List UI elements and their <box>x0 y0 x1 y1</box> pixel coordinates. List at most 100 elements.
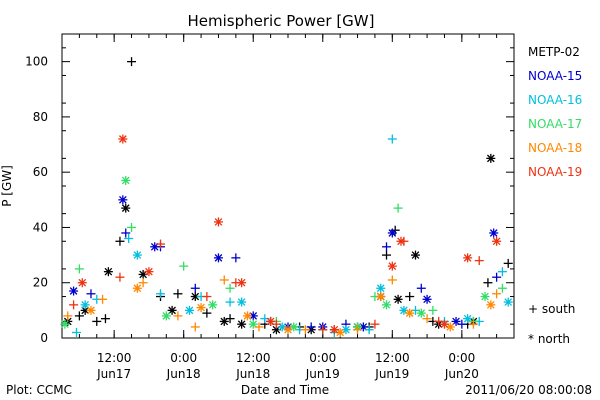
point-north <box>132 283 142 293</box>
legend-north-marker: * north <box>528 332 570 346</box>
point-south <box>353 325 363 335</box>
point-north <box>376 292 386 302</box>
point-south <box>100 314 110 324</box>
legend-entry: NOAA-18 <box>528 141 582 155</box>
point-south <box>190 322 200 332</box>
point-south <box>127 57 137 67</box>
point-south <box>138 278 148 288</box>
point-north <box>387 228 397 238</box>
point-north <box>213 217 223 227</box>
x-tick-time-label: 12:00 <box>375 351 410 365</box>
point-south <box>370 319 380 329</box>
point-north <box>237 319 247 329</box>
point-north <box>121 175 131 185</box>
point-north <box>237 297 247 307</box>
point-south <box>121 228 131 238</box>
legend-entry: NOAA-16 <box>528 93 582 107</box>
legend-entry: NOAA-17 <box>528 117 582 131</box>
y-tick-label: 80 <box>33 110 48 124</box>
point-south <box>179 261 189 271</box>
point-south <box>300 325 310 335</box>
point-north <box>77 278 87 288</box>
point-north <box>376 283 386 293</box>
point-north <box>489 228 499 238</box>
x-tick-day-label: Jun19 <box>374 367 409 381</box>
point-south <box>92 316 102 326</box>
point-south <box>497 283 507 293</box>
point-north <box>80 300 90 310</box>
point-south <box>202 308 212 318</box>
point-south <box>468 319 478 329</box>
point-south <box>63 311 73 321</box>
point-south <box>231 253 241 263</box>
plot-area-frame <box>61 33 515 339</box>
legend-entry: METP-02 <box>528 45 580 59</box>
point-north <box>503 297 513 307</box>
point-north <box>492 236 502 246</box>
point-south <box>382 250 392 260</box>
point-north <box>196 303 206 313</box>
point-south <box>405 292 415 302</box>
x-tick-day-label: Jun17 <box>96 367 131 381</box>
point-north <box>69 286 79 296</box>
point-south <box>156 239 166 249</box>
point-south <box>393 203 403 213</box>
point-south <box>69 300 79 310</box>
x-tick-time-label: 0:00 <box>170 351 197 365</box>
y-tick-label: 20 <box>33 276 48 290</box>
y-tick-label: 0 <box>40 331 48 345</box>
x-tick-day-label: Jun18 <box>235 367 270 381</box>
point-north <box>283 325 293 335</box>
point-north <box>242 311 252 321</box>
y-tick-label: 100 <box>25 55 48 69</box>
plot-credit: Plot: CCMC <box>6 383 72 397</box>
y-tick-label: 40 <box>33 220 48 234</box>
legend: METP-02 NOAA-15 NOAA-16 NOAA-17 NOAA-18 NOAA-… <box>528 45 582 179</box>
point-north <box>463 253 473 263</box>
point-south <box>190 283 200 293</box>
point-south <box>127 222 137 232</box>
point-north <box>118 134 128 144</box>
plot-timestamp: 2011/06/20 08:00:08 <box>465 383 592 397</box>
point-north <box>416 308 426 318</box>
x-tick-time-label: 12:00 <box>236 351 271 365</box>
point-north <box>480 292 490 302</box>
x-tick-day-label: Jun18 <box>166 367 201 381</box>
point-north <box>86 305 96 315</box>
point-north <box>422 294 432 304</box>
x-axis: 12:00 Jun17 0:00 Jun18 12:00 Jun18 0:00 Jun19 12… <box>61 34 515 381</box>
point-south <box>219 275 229 285</box>
legend-entry: NOAA-15 <box>528 69 582 83</box>
point-north <box>132 250 142 260</box>
y-tick-label: 60 <box>33 165 48 179</box>
point-south <box>254 322 264 332</box>
point-north <box>161 311 171 321</box>
point-north <box>463 314 473 324</box>
point-south <box>115 272 125 282</box>
point-south <box>387 134 397 144</box>
point-south <box>124 234 134 244</box>
point-south <box>428 305 438 315</box>
x-tick-day-label: Jun19 <box>305 367 340 381</box>
point-north <box>208 300 218 310</box>
data-points <box>60 57 513 337</box>
point-north <box>121 203 131 213</box>
point-north <box>387 261 397 271</box>
point-south <box>318 325 328 335</box>
x-tick-time-label: 0:00 <box>309 351 336 365</box>
point-south <box>492 289 502 299</box>
point-south <box>173 289 183 299</box>
point-south <box>74 264 84 274</box>
point-south <box>422 314 432 324</box>
point-north <box>190 292 200 302</box>
x-tick-time-label: 12:00 <box>97 351 132 365</box>
y-axis-label: P [GW] <box>0 165 14 207</box>
x-tick-time-label: 0:00 <box>448 351 475 365</box>
point-north <box>393 294 403 304</box>
point-south <box>382 242 392 252</box>
point-south <box>483 278 493 288</box>
point-south <box>202 292 212 302</box>
point-north <box>219 316 229 326</box>
point-south <box>86 289 96 299</box>
